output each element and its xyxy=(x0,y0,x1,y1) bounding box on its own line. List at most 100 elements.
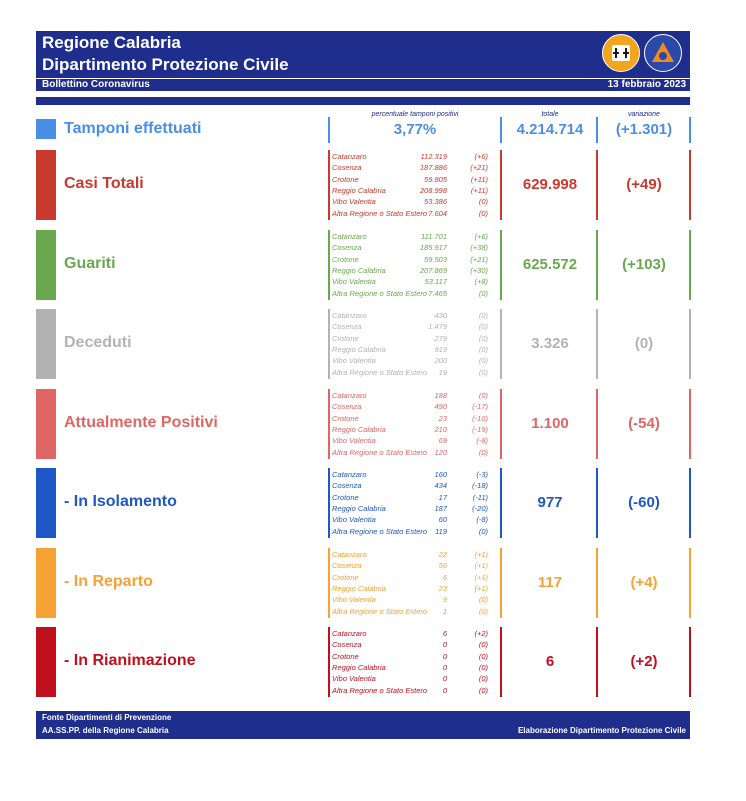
section-title: Casi Totali xyxy=(64,175,144,192)
region-value: 279 xyxy=(434,333,447,343)
region-row: Cosenza 434 (-18) xyxy=(330,480,500,491)
section-divider xyxy=(328,627,330,697)
region-variation: (0) xyxy=(478,447,488,457)
region-name: Cosenza xyxy=(332,243,362,253)
region-name: Altra Regione o Stato Estero xyxy=(332,606,428,616)
region-row: Reggio Calabria 207.869 (+30) xyxy=(330,265,500,276)
region-variation: (0) xyxy=(478,311,488,320)
region-row: Cosenza 185.917 (+38) xyxy=(330,242,500,253)
region-variation: (0) xyxy=(478,197,488,207)
region-value: 434 xyxy=(434,481,447,491)
region-value: 120 xyxy=(434,447,447,457)
section-variation: (+103) xyxy=(622,256,666,273)
region-variation: (0) xyxy=(478,356,488,366)
region-value: 0 xyxy=(442,651,447,661)
region-value: 210 xyxy=(434,424,447,434)
region-value: 188 xyxy=(434,391,447,400)
region-name: Reggio Calabria xyxy=(332,583,386,593)
section-divider xyxy=(328,150,330,220)
tamponi-divider xyxy=(689,117,691,143)
region-row: Reggio Calabria 210 (-19) xyxy=(330,424,500,435)
region-variation: (-10) xyxy=(472,413,488,423)
region-value: 22 xyxy=(438,550,447,559)
region-list: Catanzaro 112.319 (+6) Cosenza 187.886 (+21) C… xyxy=(330,151,500,221)
region-value: 9 xyxy=(442,595,447,605)
section-divider xyxy=(596,389,598,459)
region-name: Vibo Valentia xyxy=(332,595,376,605)
section-marker xyxy=(36,468,56,538)
region-name: Catanzaro xyxy=(332,232,367,241)
section-divider xyxy=(500,309,502,379)
region-variation: (0) xyxy=(478,288,488,298)
section-divider xyxy=(689,150,691,220)
region-row: Altra Regione o Stato Estero 119 (0) xyxy=(330,526,500,537)
section-divider xyxy=(328,389,330,459)
region-value: 187.886 xyxy=(419,163,447,173)
region-row: Vibo Valentia 53.386 (0) xyxy=(330,196,500,207)
section-divider xyxy=(596,150,598,220)
region-row: Altra Regione o Stato Estero 19 (0) xyxy=(330,367,500,378)
section-title: - In Reparto xyxy=(64,573,153,590)
footer-credit: Elaborazione Dipartimento Protezione Civ… xyxy=(517,726,686,735)
region-variation: (+38) xyxy=(470,243,488,253)
region-variation: (-3) xyxy=(476,470,488,479)
region-row: Catanzaro 6 (+2) xyxy=(330,628,500,639)
region-name: Vibo Valentia xyxy=(332,674,376,684)
region-value: 112.319 xyxy=(420,152,447,161)
region-name: Reggio Calabria xyxy=(332,662,386,672)
region-variation: (-8) xyxy=(476,515,488,525)
region-variation: (-19) xyxy=(472,424,488,434)
header-banner: Regione Calabria Dipartimento Protezione… xyxy=(36,31,690,91)
region-row: Reggio Calabria 187 (-20) xyxy=(330,503,500,514)
region-name: Crotone xyxy=(332,254,359,264)
region-value: 187 xyxy=(434,503,447,513)
section-divider xyxy=(500,150,502,220)
region-value: 53.117 xyxy=(424,277,447,287)
region-row: Crotone 23 (-10) xyxy=(330,413,500,424)
region-variation: (-11) xyxy=(472,492,488,502)
region-name: Reggio Calabria xyxy=(332,503,386,513)
section-divider xyxy=(596,309,598,379)
bulletin-date: 13 febbraio 2023 xyxy=(607,79,686,90)
region-row: Catanzaro 112.319 (+6) xyxy=(330,151,500,162)
civil-protection-logo xyxy=(644,34,682,72)
region-value: 1 xyxy=(442,606,447,616)
region-value: 17 xyxy=(438,492,447,502)
region-row: Vibo Valentia 69 (-8) xyxy=(330,435,500,446)
region-value: 56 xyxy=(438,561,447,571)
percent-column-header: percentuale tamponi positivi xyxy=(371,111,459,118)
region-list: Catanzaro 22 (+1) Cosenza 56 (+1) Crotone 6 (+1)… xyxy=(330,549,500,619)
section-divider xyxy=(689,389,691,459)
region-name: Catanzaro xyxy=(332,152,367,161)
section-variation: (+4) xyxy=(630,574,658,591)
region-name: Crotone xyxy=(332,174,359,184)
section-divider xyxy=(689,627,691,697)
section-title: - In Rianimazione xyxy=(64,652,196,669)
region-value: 7.465 xyxy=(428,288,447,298)
region-value: 23 xyxy=(438,583,447,593)
region-value: 185.917 xyxy=(419,243,447,253)
bulletin-bar: Bollettino Coronavirus 13 febbraio 2023 xyxy=(36,78,690,92)
region-name: Crotone xyxy=(332,333,359,343)
section-divider xyxy=(689,468,691,538)
region-row: Altra Regione o Stato Estero 120 (0) xyxy=(330,447,500,458)
region-row: Crotone 0 (0) xyxy=(330,651,500,662)
region-value: 160 xyxy=(434,470,447,479)
tamponi-total: 4.214.714 xyxy=(516,121,584,138)
region-variation: (0) xyxy=(478,344,488,354)
region-name: Reggio Calabria xyxy=(332,265,386,275)
tamponi-percent: 3,77% xyxy=(393,121,437,138)
section-marker xyxy=(36,627,56,697)
region-variation: (+8) xyxy=(474,277,488,287)
section-divider xyxy=(596,627,598,697)
section-variation: (+2) xyxy=(630,653,658,670)
region-variation: (0) xyxy=(478,391,488,400)
region-row: Altra Regione o Stato Estero 7.465 (0) xyxy=(330,288,500,299)
region-name: Vibo Valentia xyxy=(332,436,376,446)
region-variation: (0) xyxy=(478,322,488,332)
region-row: Vibo Valentia 60 (-8) xyxy=(330,514,500,525)
region-row: Reggio Calabria 23 (+1) xyxy=(330,583,500,594)
region-row: Crotone 6 (+1) xyxy=(330,572,500,583)
region-name: Altra Regione o Stato Estero xyxy=(332,367,428,377)
section-divider xyxy=(596,468,598,538)
